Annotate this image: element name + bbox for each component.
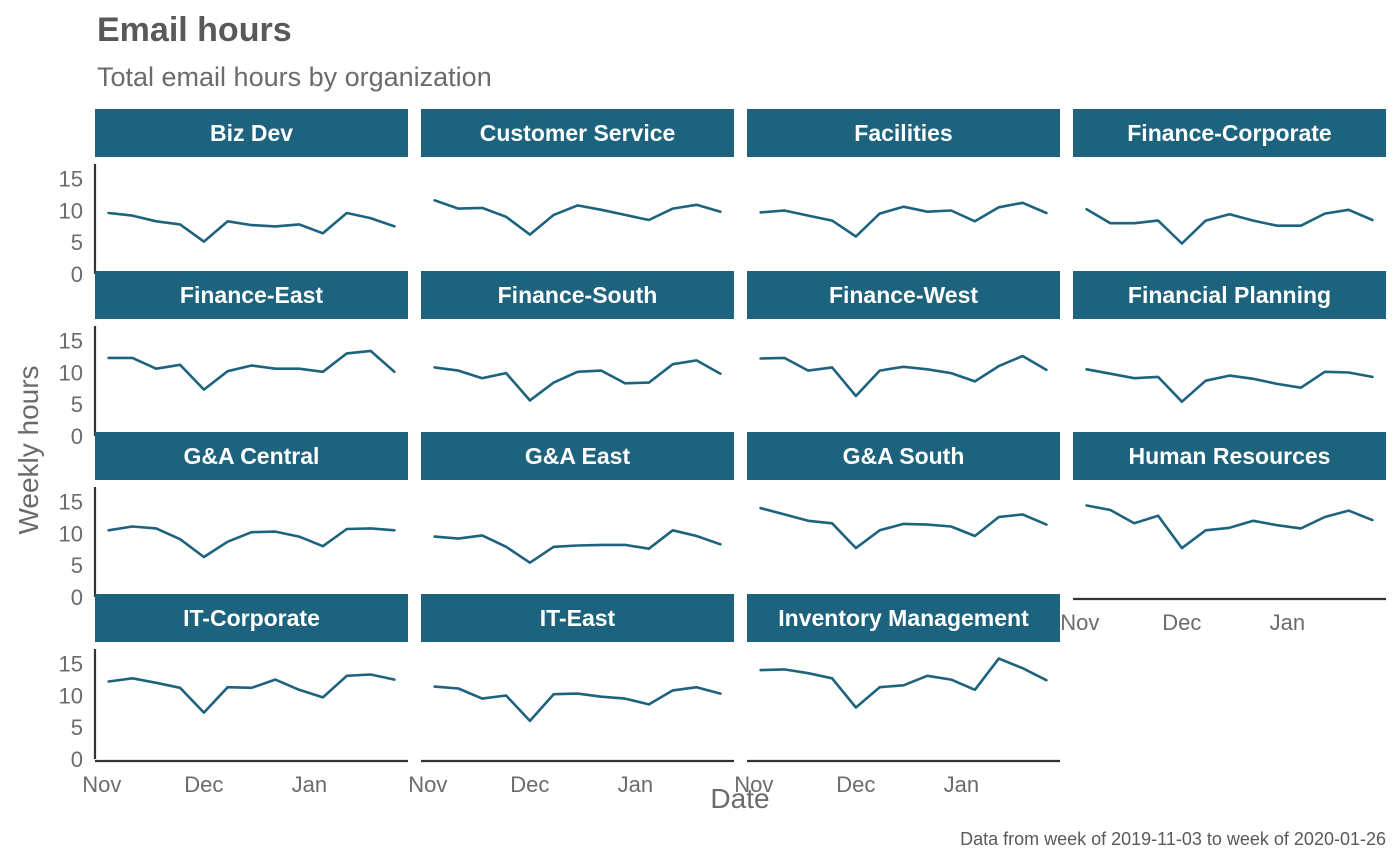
series-line [759, 201, 1048, 238]
facet-customer-service: Customer Service [421, 109, 734, 236]
y-tick-label: 0 [71, 262, 83, 287]
y-tick-label: 10 [59, 360, 83, 385]
series-line [1085, 367, 1374, 404]
x-tick-label: Nov [82, 772, 121, 797]
facet-financial-planning: Financial Planning [1073, 271, 1386, 404]
facet-strip-label: G&A East [525, 443, 631, 469]
y-tick-label: 0 [71, 424, 83, 449]
facet-strip-label: Finance-West [829, 282, 978, 308]
facet-strip [1073, 271, 1386, 319]
facet-strip [1073, 109, 1386, 157]
facet-strip-label: Biz Dev [210, 120, 293, 146]
chart-caption: Data from week of 2019-11-03 to week of … [960, 829, 1386, 849]
facet-finance-east: Finance-East 0 5 10 15 [59, 271, 408, 449]
facet-strip-label: G&A Central [184, 443, 320, 469]
facet-strip [1073, 432, 1386, 480]
x-tick-label: Dec [836, 772, 875, 797]
y-tick-label: 0 [71, 585, 83, 610]
series-line [759, 354, 1048, 398]
facet-it-east: IT-East Nov Dec Jan [408, 594, 734, 797]
facet-strip [421, 432, 734, 480]
facet-ganda-east: G&A East [421, 432, 734, 565]
x-tick-label: Nov [1060, 610, 1099, 635]
facet-strip-label: IT-Corporate [183, 605, 320, 631]
facet-strip-label: Finance-Corporate [1127, 120, 1331, 146]
series-line [107, 211, 396, 243]
facet-finance-south: Finance-South [421, 271, 734, 402]
x-axis-title: Date [710, 783, 769, 814]
y-tick-label: 15 [59, 490, 83, 515]
facet-strip [747, 271, 1060, 319]
y-tick-label: 0 [71, 747, 83, 772]
series-line [433, 359, 722, 402]
y-tick-label: 5 [71, 553, 83, 578]
x-tick-label: Jan [292, 772, 327, 797]
y-tick-label: 10 [59, 683, 83, 708]
x-tick-label: Nov [734, 772, 773, 797]
series-line [433, 528, 722, 565]
facet-grid: Biz Dev 0 5 10 15 Customer Service Facilities F… [59, 109, 1386, 797]
x-tick-label: Dec [1162, 610, 1201, 635]
y-tick-label: 10 [59, 198, 83, 223]
facet-finance-west: Finance-West [747, 271, 1060, 398]
facet-strip [95, 109, 408, 157]
facet-strip-label: Inventory Management [778, 605, 1029, 631]
y-tick-label: 15 [59, 167, 83, 192]
facet-strip-label: Human Resources [1129, 443, 1331, 469]
y-tick-label: 15 [59, 329, 83, 354]
facet-strip [421, 594, 734, 642]
series-line [107, 673, 396, 714]
facet-strip [95, 594, 408, 642]
x-tick-label: Nov [408, 772, 447, 797]
x-tick-label: Dec [510, 772, 549, 797]
facet-human-resources: Human Resources Nov Dec Jan [1060, 432, 1386, 635]
facet-strip [747, 594, 1060, 642]
facet-strip-label: Facilities [854, 120, 952, 146]
facet-strip-label: Financial Planning [1128, 282, 1331, 308]
facet-strip-label: Finance-East [180, 282, 323, 308]
facet-ganda-central: G&A Central 0 5 10 15 [59, 432, 408, 610]
facet-strip-label: IT-East [540, 605, 616, 631]
series-line [759, 657, 1048, 709]
x-tick-label: Dec [184, 772, 223, 797]
facet-strip-label: G&A South [843, 443, 965, 469]
facet-strip-label: Finance-South [498, 282, 658, 308]
facet-facilities: Facilities [747, 109, 1060, 238]
facet-finance-corporate: Finance-Corporate [1073, 109, 1386, 245]
series-line [1085, 207, 1374, 245]
series-line [107, 349, 396, 391]
series-line [433, 685, 722, 723]
facet-strip [95, 271, 408, 319]
y-axis-title: Weekly hours [13, 365, 44, 534]
chart-subtitle: Total email hours by organization [97, 62, 492, 92]
x-tick-label: Jan [1270, 610, 1305, 635]
facet-strip [747, 109, 1060, 157]
x-tick-label: Jan [944, 772, 979, 797]
facet-biz-dev: Biz Dev 0 5 10 15 [59, 109, 408, 287]
facet-strip-label: Customer Service [480, 120, 676, 146]
facet-inventory-management: Inventory Management Nov Dec Jan [734, 594, 1060, 797]
x-tick-label: Jan [618, 772, 653, 797]
series-line [1085, 504, 1374, 550]
chart-title: Email hours [97, 11, 292, 49]
y-tick-label: 5 [71, 392, 83, 417]
series-line [107, 525, 396, 559]
facet-strip [421, 109, 734, 157]
y-tick-label: 5 [71, 715, 83, 740]
facet-strip [747, 432, 1060, 480]
series-line [433, 199, 722, 236]
y-tick-label: 5 [71, 230, 83, 255]
y-tick-label: 10 [59, 521, 83, 546]
facet-ganda-south: G&A South [747, 432, 1060, 550]
facet-strip [421, 271, 734, 319]
facet-strip [95, 432, 408, 480]
y-tick-label: 15 [59, 652, 83, 677]
series-line [759, 506, 1048, 550]
facet-it-corporate: IT-Corporate 0 5 10 15 Nov Dec Jan [59, 594, 408, 797]
